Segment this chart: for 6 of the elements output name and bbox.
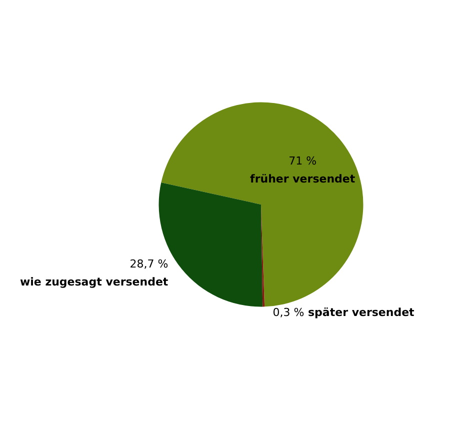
data-label: 0,3 % [272, 306, 304, 320]
slice-label: früher versendet [250, 172, 356, 186]
data-label: 28,7 % [130, 257, 168, 270]
slice-label: später versendet [308, 306, 414, 320]
slice-label: wie zugesagt versendet [20, 275, 168, 288]
data-label: 71 % [288, 154, 317, 168]
